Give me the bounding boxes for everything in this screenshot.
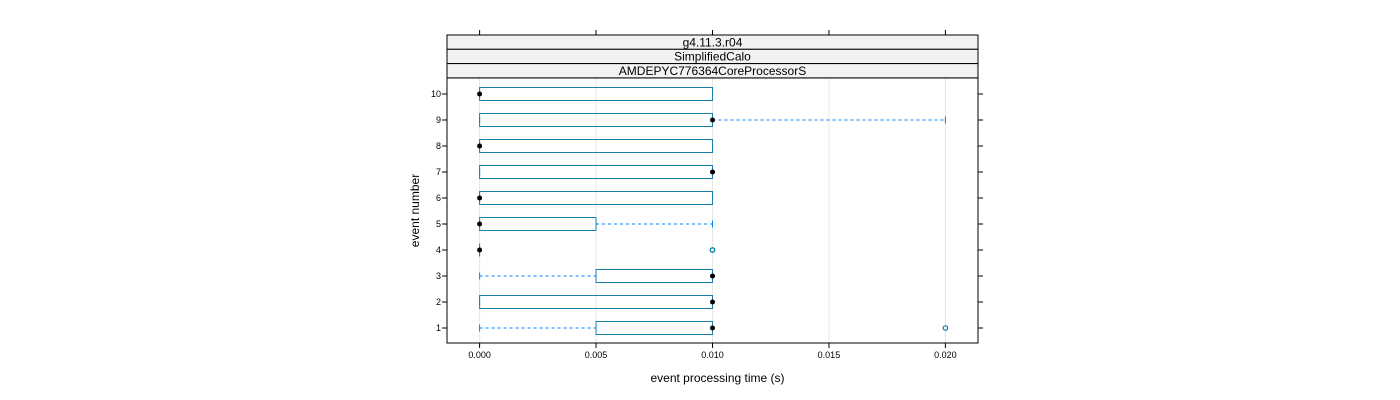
y-tick-label-2: 3 <box>436 271 441 281</box>
median-dot <box>477 91 483 97</box>
x-tick-label-1: 0.005 <box>585 350 608 360</box>
box-event-5 <box>477 217 713 231</box>
box-event-2 <box>479 295 715 309</box>
median-dot <box>477 143 483 149</box>
median-dot <box>710 325 715 331</box>
box-body <box>595 321 713 335</box>
box-event-10 <box>477 87 713 101</box>
median-dot <box>710 299 715 305</box>
y-tick-label-5: 6 <box>436 193 441 203</box>
median-dot <box>710 117 715 123</box>
box-event-8 <box>477 139 713 153</box>
y-tick-label-0: 1 <box>436 323 441 333</box>
box-event-6 <box>477 191 713 205</box>
x-tick-label-3: 0.015 <box>818 350 841 360</box>
box-event-3 <box>479 269 715 283</box>
x-tick-label-2: 0.010 <box>701 350 724 360</box>
median-dot <box>710 273 715 279</box>
strip-headers: g4.11.3.r04SimplifiedCaloAMDEPYC776364Co… <box>446 34 979 79</box>
x-tick-label-0: 0.000 <box>468 350 491 360</box>
strip-label-0: g4.11.3.r04 <box>683 35 743 49</box>
x-tick-label-4: 0.020 <box>934 350 957 360</box>
strip-label-1: SimplifiedCalo <box>674 50 751 64</box>
median-dot <box>477 195 483 201</box>
median-dot <box>710 169 715 175</box>
box-body <box>595 269 713 283</box>
box-event-4 <box>477 243 716 257</box>
median-dot <box>477 221 483 227</box>
y-tick-label-3: 4 <box>436 245 441 255</box>
boxes <box>477 87 949 335</box>
y-tick-label-6: 7 <box>436 167 441 177</box>
y-tick-label-8: 9 <box>436 115 441 125</box>
box-event-9 <box>479 113 946 127</box>
y-tick-label-9: 10 <box>431 89 441 99</box>
x-axis-label: event processing time (s) <box>650 371 784 385</box>
outlier-point <box>709 247 716 253</box>
box-body <box>479 217 597 231</box>
axis-ticks: 0.000 0.005 0.010 0.015 0.020 1 2 3 4 5 6 7 8 9 10 <box>431 30 983 360</box>
outlier-point <box>942 325 949 331</box>
box-event-7 <box>479 165 715 179</box>
y-axis-label: event number <box>408 174 422 247</box>
strip-label-2: AMDEPYC776364CoreProcessorS <box>619 64 806 78</box>
y-tick-label-7: 8 <box>436 141 441 151</box>
y-tick-label-1: 2 <box>436 297 441 307</box>
box-event-1 <box>479 321 949 335</box>
median-dot <box>477 247 483 253</box>
y-tick-label-4: 5 <box>436 219 441 229</box>
